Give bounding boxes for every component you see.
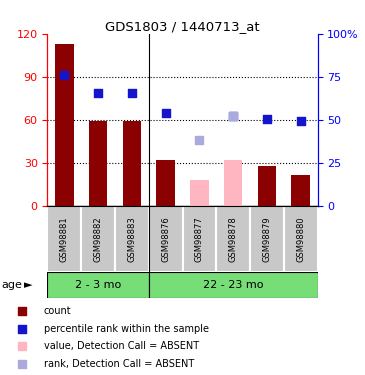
Text: value, Detection Call = ABSENT: value, Detection Call = ABSENT xyxy=(44,341,199,351)
Text: GSM98881: GSM98881 xyxy=(60,216,69,262)
Text: GSM98878: GSM98878 xyxy=(228,216,238,262)
Bar xyxy=(156,160,175,206)
Text: 22 - 23 mo: 22 - 23 mo xyxy=(203,280,264,290)
Point xyxy=(298,118,304,124)
Text: GSM98879: GSM98879 xyxy=(262,216,272,262)
Bar xyxy=(89,122,107,206)
Text: GSM98882: GSM98882 xyxy=(93,216,103,262)
Bar xyxy=(190,180,209,206)
Point xyxy=(163,110,169,116)
Text: count: count xyxy=(44,306,72,316)
Point xyxy=(196,137,202,143)
Text: ►: ► xyxy=(24,280,32,290)
Point xyxy=(264,116,270,122)
Point xyxy=(19,326,25,332)
Point xyxy=(230,112,236,118)
Point xyxy=(230,112,236,118)
Bar xyxy=(81,206,115,272)
Point xyxy=(19,344,25,350)
Bar xyxy=(258,166,276,206)
Point xyxy=(19,308,25,314)
Bar xyxy=(291,175,310,206)
Text: 2 - 3 mo: 2 - 3 mo xyxy=(75,280,121,290)
Text: GSM98880: GSM98880 xyxy=(296,216,305,262)
Point xyxy=(95,90,101,96)
Bar xyxy=(55,44,74,206)
Text: GSM98877: GSM98877 xyxy=(195,216,204,262)
Bar xyxy=(250,206,284,272)
Bar xyxy=(149,272,318,298)
Bar xyxy=(47,206,81,272)
Bar xyxy=(216,206,250,272)
Point xyxy=(129,90,135,96)
Bar xyxy=(115,206,149,272)
Bar xyxy=(284,206,318,272)
Title: GDS1803 / 1440713_at: GDS1803 / 1440713_at xyxy=(105,20,260,33)
Point xyxy=(61,72,67,78)
Text: GSM98883: GSM98883 xyxy=(127,216,137,262)
Bar xyxy=(224,160,242,206)
Bar xyxy=(149,206,182,272)
Bar xyxy=(123,122,141,206)
Text: rank, Detection Call = ABSENT: rank, Detection Call = ABSENT xyxy=(44,359,194,369)
Point xyxy=(19,361,25,367)
Text: GSM98876: GSM98876 xyxy=(161,216,170,262)
Bar xyxy=(47,272,149,298)
Text: age: age xyxy=(2,280,23,290)
Text: percentile rank within the sample: percentile rank within the sample xyxy=(44,324,209,334)
Bar xyxy=(182,206,216,272)
